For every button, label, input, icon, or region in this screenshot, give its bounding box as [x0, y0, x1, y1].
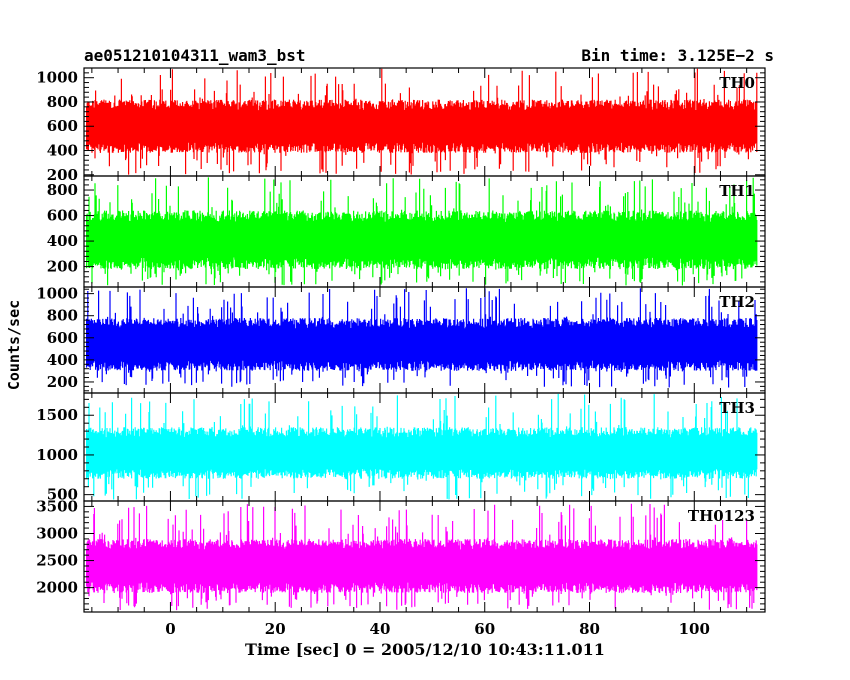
panel-label: TH0 — [719, 74, 755, 92]
x-tick-label: 0 — [165, 620, 175, 638]
chart-title-right: Bin time: 3.125E−2 s — [581, 46, 774, 65]
x-tick-label: 60 — [474, 620, 495, 638]
panel-th3: 500 1000 1500 TH3 — [36, 392, 766, 504]
y-tick-label: 400 — [47, 351, 78, 369]
panel-th1: 200 400 600 800 TH1 — [47, 175, 766, 288]
y-tick-label: 3500 — [36, 497, 78, 515]
panel-label: TH1 — [719, 182, 755, 200]
y-tick-label: 1000 — [36, 285, 78, 303]
x-axis-label: Time [sec] 0 = 2005/12/10 10:43:11.011 — [245, 640, 605, 659]
panel-frame — [83, 500, 766, 613]
y-tick-label: 3000 — [36, 524, 78, 542]
y-tick-label: 1000 — [36, 69, 78, 87]
y-tick-label: 200 — [47, 166, 78, 184]
y-axis-label: Counts/sec — [5, 300, 23, 390]
panel-label: TH2 — [719, 293, 755, 311]
y-tick-label: 2500 — [36, 552, 78, 570]
y-tick-label: 400 — [47, 142, 78, 160]
panel-label: TH0123 — [688, 507, 755, 525]
panel-th0123: 2000 2500 3000 3500 TH0123 — [36, 497, 766, 613]
y-tick-label: 2000 — [36, 579, 78, 597]
chart-title-left: ae051210104311_wam3_bst — [84, 46, 306, 65]
y-tick-label: 1000 — [36, 446, 78, 464]
series-line-th0123 — [86, 503, 758, 611]
y-tick-label: 600 — [47, 329, 78, 347]
x-tick-label: 80 — [579, 620, 600, 638]
panel-th0: 200 400 600 800 1000 TH0 — [36, 67, 766, 184]
y-tick-label: 800 — [47, 93, 78, 111]
x-tick-label: 40 — [370, 620, 391, 638]
series-line-th3 — [86, 393, 758, 500]
panel-label: TH3 — [719, 399, 755, 417]
panel-th2: 200 400 600 800 1000 TH2 — [36, 285, 766, 394]
series-line-th0 — [86, 68, 758, 175]
y-tick-label: 800 — [47, 307, 78, 325]
y-tick-label: 800 — [47, 181, 78, 199]
y-tick-label: 200 — [47, 258, 78, 276]
series-line-th2 — [86, 288, 758, 388]
y-tick-label: 600 — [47, 117, 78, 135]
series-line-th1 — [86, 177, 758, 286]
y-tick-label: 200 — [47, 373, 78, 391]
x-tick-label: 20 — [265, 620, 286, 638]
x-tick-label: 100 — [679, 620, 710, 638]
y-tick-label: 500 — [47, 486, 78, 504]
y-tick-label: 600 — [47, 207, 78, 225]
y-tick-label: 400 — [47, 232, 78, 250]
y-tick-label: 1500 — [36, 406, 78, 424]
